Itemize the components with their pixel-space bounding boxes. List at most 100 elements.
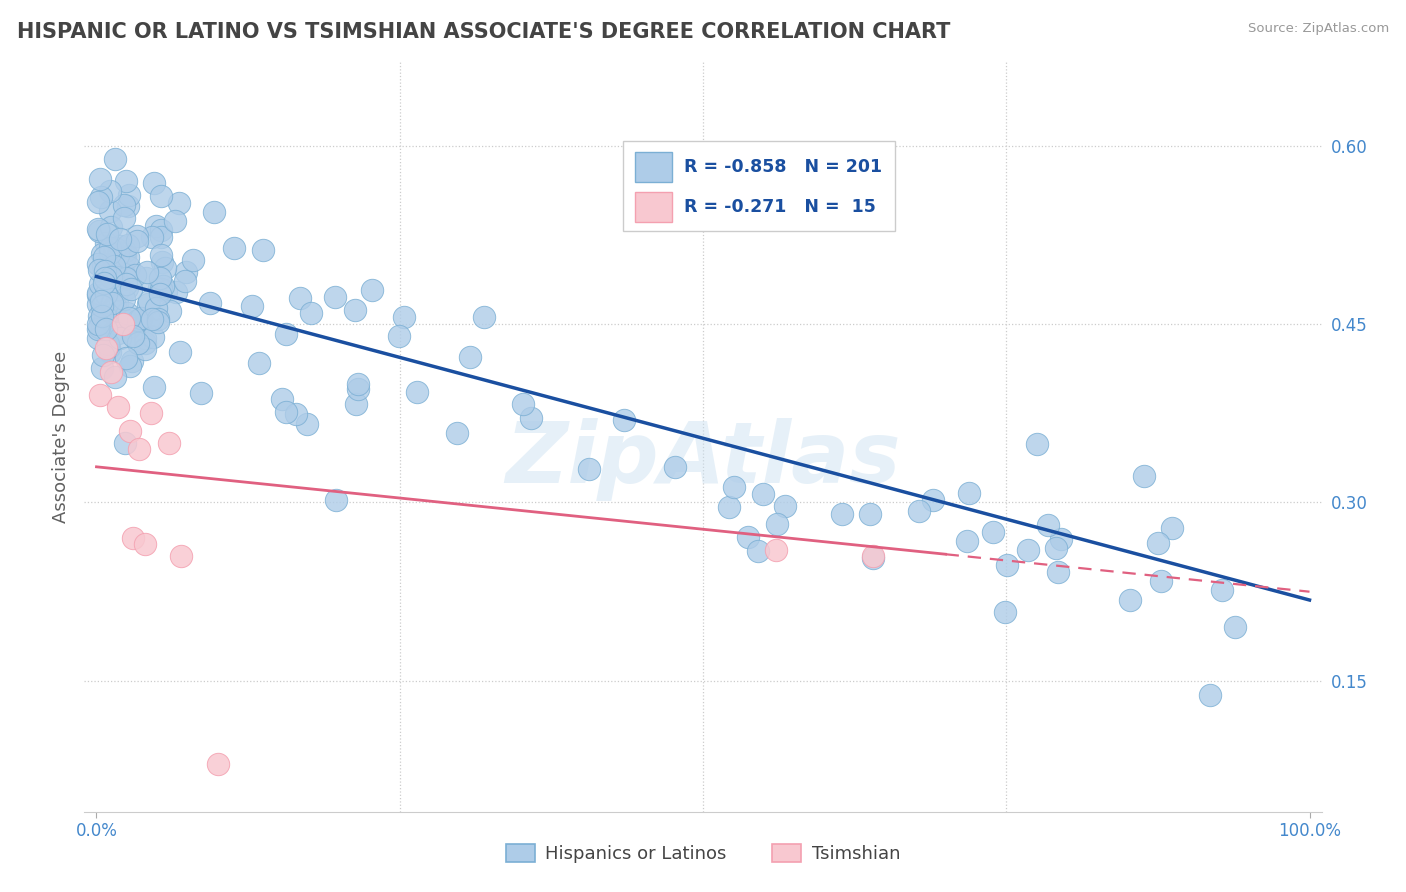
Point [100, 279, 122, 293]
Point [1199, 688, 1222, 702]
Point [101, 296, 124, 310]
Point [323, 290, 346, 304]
Point [149, 223, 172, 237]
Point [105, 296, 128, 310]
Point [908, 503, 931, 517]
Text: HISPANIC OR LATINO VS TSIMSHIAN ASSOCIATE'S DEGREE CORRELATION CHART: HISPANIC OR LATINO VS TSIMSHIAN ASSOCIAT… [17, 22, 950, 42]
Point [107, 326, 129, 341]
Point [143, 176, 166, 190]
Point [89, 172, 111, 186]
Point [90, 294, 112, 309]
Point [1211, 583, 1233, 598]
Point [361, 284, 384, 298]
Point [100, 365, 122, 379]
Point [134, 537, 156, 551]
FancyBboxPatch shape [623, 141, 894, 231]
Point [128, 442, 150, 456]
Point [198, 296, 221, 310]
Point [117, 314, 139, 328]
Point [150, 248, 173, 262]
Point [145, 301, 167, 316]
Point [114, 271, 136, 285]
Point [142, 330, 165, 344]
Point [247, 356, 270, 370]
Point [343, 303, 366, 318]
Point [956, 534, 979, 549]
Point [134, 342, 156, 356]
Point [299, 306, 322, 320]
Point [135, 265, 157, 279]
Point [96, 341, 118, 355]
Point [149, 189, 172, 203]
Point [94, 235, 117, 250]
Point [101, 267, 124, 281]
Point [120, 424, 142, 438]
Point [995, 558, 1018, 573]
Point [90, 309, 112, 323]
Point [142, 380, 165, 394]
Point [122, 328, 145, 343]
FancyBboxPatch shape [636, 153, 672, 182]
Point [159, 304, 181, 318]
Point [150, 282, 173, 296]
Point [89, 319, 111, 334]
Point [1046, 566, 1069, 580]
Point [346, 382, 368, 396]
Point [87, 262, 110, 277]
Point [107, 248, 129, 262]
Point [98, 241, 121, 255]
Point [157, 436, 180, 450]
Point [118, 187, 141, 202]
Y-axis label: Associate's Degree: Associate's Degree [52, 351, 70, 524]
Point [110, 239, 132, 253]
Point [1223, 619, 1246, 633]
Point [131, 311, 153, 326]
Point [983, 524, 1005, 539]
Point [135, 271, 157, 285]
Point [86, 317, 108, 331]
Point [139, 406, 162, 420]
Point [181, 252, 204, 267]
Point [284, 407, 307, 421]
Point [141, 312, 163, 326]
Point [105, 249, 128, 263]
Point [112, 317, 135, 331]
Point [773, 499, 796, 513]
Point [96, 227, 118, 242]
Point [174, 265, 197, 279]
Point [93, 276, 115, 290]
Point [104, 370, 127, 384]
Point [104, 299, 127, 313]
Point [98, 246, 121, 260]
Point [86, 331, 108, 345]
Point [94, 271, 117, 285]
Point [114, 312, 136, 326]
Point [859, 507, 882, 521]
Point [100, 204, 122, 219]
Point [97, 336, 120, 351]
Point [752, 487, 775, 501]
Point [344, 397, 367, 411]
Point [112, 268, 135, 282]
Point [100, 279, 122, 293]
Point [125, 228, 148, 243]
Point [222, 241, 245, 255]
Point [723, 480, 745, 494]
Point [148, 281, 170, 295]
Point [86, 296, 108, 310]
Point [747, 544, 769, 558]
Point [150, 255, 173, 269]
Point [103, 303, 125, 318]
Point [207, 757, 229, 772]
Point [994, 605, 1017, 619]
Point [118, 359, 141, 374]
Point [276, 326, 298, 341]
Point [127, 335, 149, 350]
Point [174, 274, 197, 288]
Point [117, 238, 139, 252]
Point [93, 258, 115, 272]
Point [86, 195, 108, 210]
Point [472, 310, 495, 324]
Point [98, 340, 121, 354]
Point [89, 277, 111, 292]
